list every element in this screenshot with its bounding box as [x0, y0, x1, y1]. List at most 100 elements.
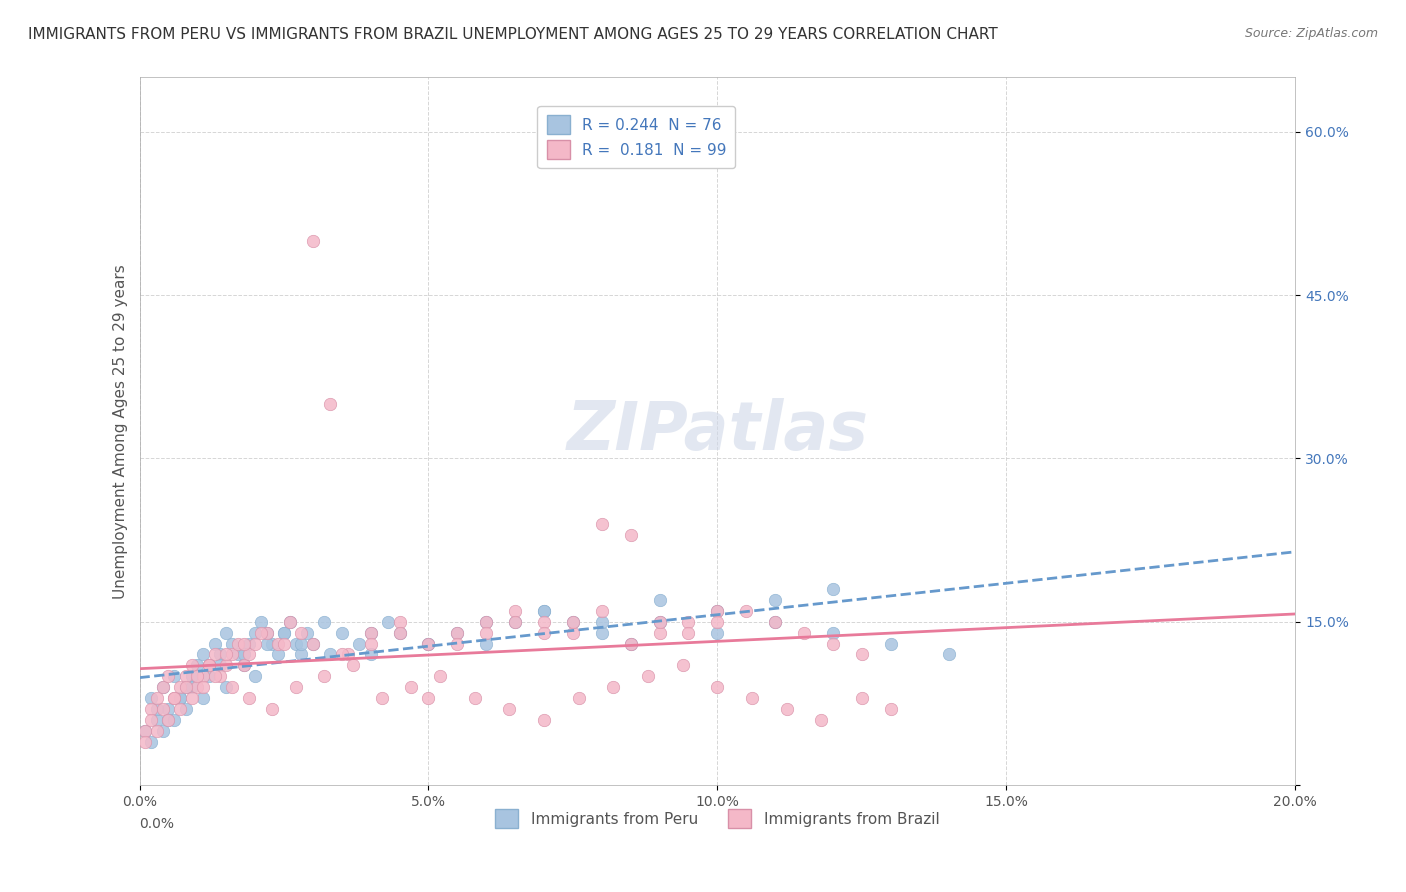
Point	[475, 625, 498, 640]
Point	[591, 516, 613, 531]
Point	[678, 625, 700, 640]
Point	[146, 702, 169, 716]
Point	[561, 615, 583, 629]
Point	[330, 648, 353, 662]
Point	[591, 604, 613, 618]
Point	[418, 636, 440, 650]
Point	[262, 702, 284, 716]
Point	[851, 691, 873, 706]
Point	[146, 723, 169, 738]
Point	[475, 636, 498, 650]
Point	[139, 702, 162, 716]
Point	[371, 691, 394, 706]
Point	[139, 713, 162, 727]
Point	[464, 691, 486, 706]
Point	[360, 625, 382, 640]
Point	[146, 691, 169, 706]
Point	[186, 658, 208, 673]
Point	[238, 636, 260, 650]
Point	[810, 713, 832, 727]
Point	[215, 648, 238, 662]
Point	[446, 625, 468, 640]
Point	[648, 615, 671, 629]
Point	[191, 669, 214, 683]
Point	[821, 636, 844, 650]
Point	[232, 658, 254, 673]
Point	[821, 582, 844, 596]
Point	[388, 625, 411, 640]
Point	[186, 669, 208, 683]
Point	[602, 680, 624, 694]
Point	[204, 669, 226, 683]
Point	[204, 648, 226, 662]
Point	[475, 615, 498, 629]
Point	[273, 625, 295, 640]
Point	[152, 680, 174, 694]
Point	[273, 625, 295, 640]
Point	[163, 669, 186, 683]
Point	[198, 669, 221, 683]
Point	[851, 648, 873, 662]
Point	[336, 648, 359, 662]
Point	[314, 669, 336, 683]
Point	[191, 691, 214, 706]
Text: 0.0%: 0.0%	[139, 816, 174, 830]
Point	[232, 658, 254, 673]
Point	[302, 234, 325, 248]
Point	[302, 636, 325, 650]
Point	[290, 648, 312, 662]
Point	[706, 604, 728, 618]
Point	[821, 625, 844, 640]
Point	[180, 658, 202, 673]
Point	[209, 658, 232, 673]
Point	[215, 680, 238, 694]
Point	[198, 658, 221, 673]
Point	[880, 636, 903, 650]
Point	[360, 625, 382, 640]
Point	[169, 702, 191, 716]
Point	[267, 636, 290, 650]
Y-axis label: Unemployment Among Ages 25 to 29 years: Unemployment Among Ages 25 to 29 years	[114, 264, 128, 599]
Point	[620, 527, 643, 541]
Point	[672, 658, 695, 673]
Point	[591, 615, 613, 629]
Point	[591, 625, 613, 640]
Point	[174, 702, 197, 716]
Point	[163, 691, 186, 706]
Point	[243, 636, 266, 650]
Point	[429, 669, 451, 683]
Point	[180, 669, 202, 683]
Point	[446, 625, 468, 640]
Point	[388, 615, 411, 629]
Point	[418, 691, 440, 706]
Point	[648, 615, 671, 629]
Point	[503, 615, 526, 629]
Point	[295, 625, 318, 640]
Point	[342, 658, 364, 673]
Point	[330, 625, 353, 640]
Point	[221, 648, 243, 662]
Point	[232, 648, 254, 662]
Point	[360, 636, 382, 650]
Point	[302, 636, 325, 650]
Point	[238, 648, 260, 662]
Point	[418, 636, 440, 650]
Point	[174, 680, 197, 694]
Point	[706, 604, 728, 618]
Point	[226, 648, 249, 662]
Point	[533, 604, 555, 618]
Point	[209, 648, 232, 662]
Point	[157, 702, 180, 716]
Point	[620, 636, 643, 650]
Point	[763, 593, 786, 607]
Point	[180, 680, 202, 694]
Text: Source: ZipAtlas.com: Source: ZipAtlas.com	[1244, 27, 1378, 40]
Text: IMMIGRANTS FROM PERU VS IMMIGRANTS FROM BRAZIL UNEMPLOYMENT AMONG AGES 25 TO 29 : IMMIGRANTS FROM PERU VS IMMIGRANTS FROM …	[28, 27, 998, 42]
Point	[163, 713, 186, 727]
Point	[503, 604, 526, 618]
Point	[169, 680, 191, 694]
Point	[198, 658, 221, 673]
Point	[475, 615, 498, 629]
Point	[273, 636, 295, 650]
Point	[399, 680, 422, 694]
